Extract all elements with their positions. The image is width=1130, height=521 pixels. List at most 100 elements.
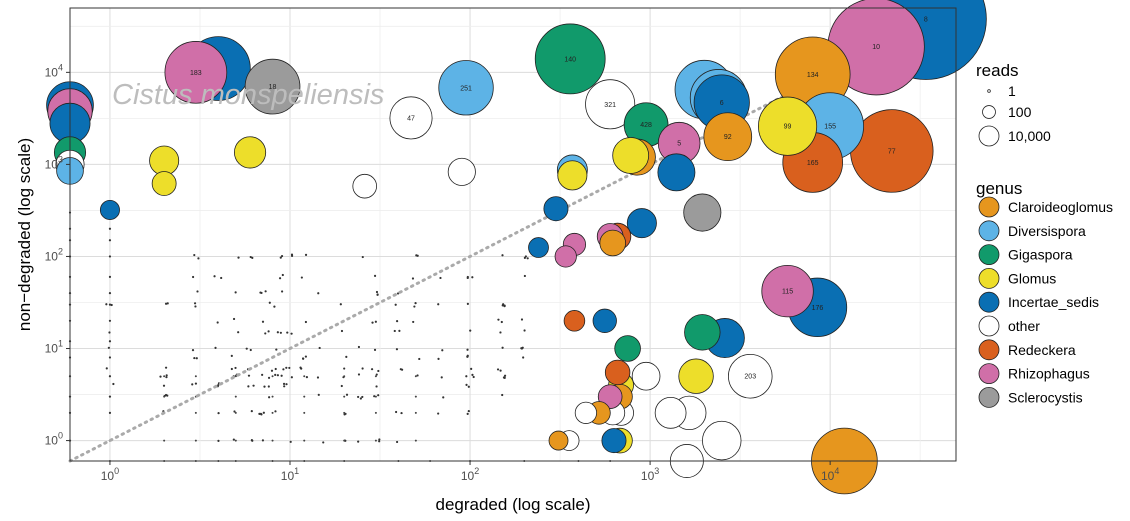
data-point-marker [703, 112, 753, 162]
data-point-incertae-sedis [592, 308, 617, 333]
data-point-small [264, 290, 267, 293]
data-point-glomus [678, 358, 714, 394]
data-point-small [343, 367, 346, 370]
data-point-small [105, 303, 108, 306]
data-point-small [217, 384, 220, 387]
data-point-label: 140 [564, 56, 576, 63]
data-point-small [275, 348, 278, 351]
data-point-small [233, 410, 236, 413]
data-point-incertae-sedis [528, 237, 549, 258]
data-point-small [414, 375, 417, 378]
data-point-label: 5 [677, 141, 681, 148]
data-point-small [108, 319, 112, 322]
data-point-small [499, 331, 502, 334]
data-point-small [279, 256, 282, 259]
genus-legend-label: Rhizophagus [1008, 366, 1090, 382]
data-point-marker [233, 136, 267, 169]
genus-legend-key [978, 386, 1000, 408]
data-point-glomus [151, 171, 177, 196]
data-point-small [268, 396, 271, 399]
data-point-marker [352, 173, 377, 199]
data-point-small [108, 239, 112, 242]
data-point-small [503, 305, 506, 308]
data-point-small [303, 395, 306, 398]
data-point-marker [244, 58, 301, 115]
data-point-small [394, 303, 397, 306]
data-point-label: 155 [824, 124, 836, 131]
data-point-small [361, 255, 364, 259]
data-point-small [217, 412, 220, 415]
data-point-gigaspora [614, 335, 641, 362]
data-point-incertae-sedis [657, 153, 696, 192]
data-point-small [466, 412, 469, 415]
data-point-small [303, 375, 306, 378]
genus-legend-key [978, 196, 1000, 218]
data-point-small [373, 395, 376, 398]
data-point-label: 176 [812, 305, 824, 312]
data-point-small [345, 355, 348, 358]
data-point-small [501, 254, 504, 257]
data-point-sclerocystis [683, 193, 722, 232]
data-point-small [318, 346, 321, 350]
data-point-small [343, 375, 346, 378]
data-point-small [164, 302, 168, 305]
data-point-marker [599, 229, 626, 257]
data-point-small [245, 347, 248, 350]
data-point-small [399, 368, 402, 371]
data-point-small [237, 256, 240, 259]
y-tick-label: 103 [45, 154, 63, 171]
data-point-label: 92 [724, 134, 732, 141]
data-point-small [357, 395, 360, 399]
data-point-small [249, 348, 252, 352]
data-point-small [108, 411, 112, 414]
data-point-small [197, 257, 200, 260]
data-point-label: 18 [269, 84, 277, 91]
data-point-small [467, 409, 470, 413]
data-point-small [301, 357, 305, 360]
data-point-small [194, 305, 197, 308]
genus-legend-label: Glomus [1008, 270, 1056, 286]
data-point-marker [612, 137, 650, 174]
data-point-small [418, 357, 421, 361]
genus-legend-key [978, 363, 1000, 385]
data-point-small [282, 382, 286, 385]
data-point-other: 47 [389, 96, 433, 140]
data-point-small [361, 367, 364, 370]
data-point-marker [684, 314, 721, 351]
data-point-small [247, 385, 250, 388]
data-point-claroideoglomus: 92 [703, 112, 753, 162]
data-point-small [247, 374, 251, 377]
data-point-small [165, 374, 168, 377]
data-point-small [249, 255, 252, 259]
data-point-redeckera [563, 310, 586, 332]
data-point-small [343, 439, 346, 442]
data-point-small [496, 368, 500, 371]
data-point-small [374, 395, 377, 398]
data-point-label: 134 [807, 72, 819, 79]
data-point-marker [604, 359, 631, 386]
data-point-marker [761, 264, 814, 318]
data-point-small [162, 384, 166, 387]
data-point-small [340, 384, 343, 388]
y-tick-label: 102 [45, 246, 63, 263]
data-point-small [497, 318, 500, 321]
data-point-small [191, 349, 195, 352]
reads-legend-key [982, 105, 996, 119]
data-point-small [415, 254, 418, 257]
data-point-gigaspora: 140 [534, 23, 606, 95]
data-point-small [299, 366, 302, 369]
data-point-small [398, 329, 401, 332]
data-point-small [259, 412, 263, 415]
data-point-marker [447, 157, 476, 186]
data-point-small [290, 332, 293, 335]
genus-legend-label: Diversispora [1008, 223, 1086, 239]
data-point-small [193, 356, 196, 360]
data-point-rhizophagus: 183 [164, 41, 228, 104]
data-point-small [194, 382, 198, 385]
genus-legend-key [978, 315, 1000, 337]
data-point-small [276, 374, 279, 377]
data-point-small [414, 411, 417, 414]
data-point-small [108, 356, 112, 359]
data-point-other [352, 173, 377, 199]
data-point-other: 321 [585, 79, 636, 130]
